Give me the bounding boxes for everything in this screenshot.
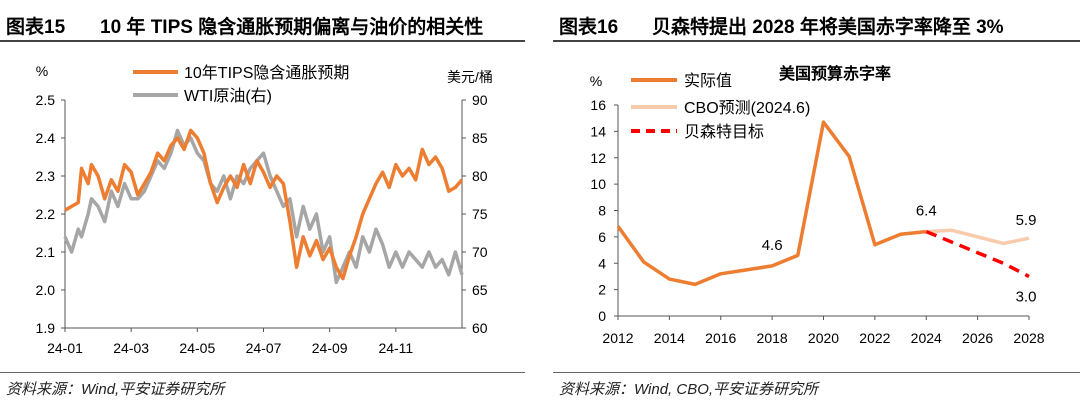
legend-cbo-label: CBO预测(2024.6) xyxy=(684,99,810,117)
chart-header-left: 图表15 10 年 TIPS 隐含通胀预期偏离与油价的相关性 xyxy=(0,4,525,42)
bessent-target-line xyxy=(925,229,1030,278)
y-tick-label: 10 xyxy=(590,176,606,192)
left-y-tick-label: 2.5 xyxy=(36,92,56,108)
data-label: 3.0 xyxy=(1016,288,1037,305)
x-tick-label: 2018 xyxy=(757,330,788,346)
cbo-forecast-line xyxy=(926,228,1030,246)
y-tick-label: 12 xyxy=(590,150,606,166)
x-tick-label: 2012 xyxy=(602,330,633,346)
x-tick-label: 2020 xyxy=(808,330,839,346)
data-label: 5.9 xyxy=(1016,212,1037,229)
x-tick-label: 2014 xyxy=(654,330,685,346)
chart-title-right: 贝森特提出 2028 年将美国赤字率降至 3% xyxy=(652,17,1004,38)
figure-label-right: 图表16 xyxy=(559,17,619,38)
x-tick-label: 24-03 xyxy=(113,340,149,356)
panel-deficit: 图表16 贝森特提出 2028 年将美国赤字率降至 3% 0 2 4 6 8 10 12 14… xyxy=(553,0,1080,409)
deficit-chart-title: 美国预算赤字率 xyxy=(779,64,891,83)
y-tick-label: 16 xyxy=(590,97,606,113)
source-text-left: 资料来源：Wind,平安证券研究所 xyxy=(6,381,225,398)
tips-oil-chart: 1.9 2.0 2.1 2.2 2.3 2.4 2.5 60 65 70 75 80 85 90 24-01… xyxy=(36,63,493,356)
legend-actual-label: 实际值 xyxy=(684,72,732,90)
source-text-right: 资料来源：Wind, CBO,平安证券研究所 xyxy=(559,381,819,398)
y-tick-label: 2 xyxy=(598,282,606,298)
right-y-tick-label: 70 xyxy=(472,244,488,260)
right-y-tick-label: 75 xyxy=(472,206,488,222)
y-tick-label: 14 xyxy=(590,123,606,139)
x-tick-label: 24-01 xyxy=(47,340,83,356)
chart-title-left: 10 年 TIPS 隐含通胀预期偏离与油价的相关性 xyxy=(100,17,484,38)
y-unit: % xyxy=(590,73,602,89)
y-tick-label: 6 xyxy=(598,229,606,245)
wti-series-line xyxy=(63,128,464,285)
x-tick-label: 2028 xyxy=(1013,330,1044,346)
y-tick-label: 4 xyxy=(598,255,606,271)
legend-label-wti: WTI原油(右) xyxy=(184,87,272,105)
source-left: 资料来源：Wind,平安证券研究所 xyxy=(0,372,525,405)
left-y-tick-label: 2.1 xyxy=(36,244,56,260)
legend-label-tips: 10年TIPS隐含通胀预期 xyxy=(184,64,349,82)
right-y-tick-label: 80 xyxy=(472,168,488,184)
left-y-tick-label: 2.2 xyxy=(36,206,56,222)
left-y-tick-label: 2.3 xyxy=(36,168,56,184)
x-tick-label: 2024 xyxy=(911,330,942,346)
chart-header-right: 图表16 贝森特提出 2028 年将美国赤字率降至 3% xyxy=(553,4,1080,42)
right-y-unit: 美元/桶 xyxy=(447,69,493,85)
legend-target-label: 贝森特目标 xyxy=(684,123,764,141)
x-tick-label: 24-05 xyxy=(179,340,215,356)
panel-tips-oil: 图表15 10 年 TIPS 隐含通胀预期偏离与油价的相关性 1.9 2.0 2.1… xyxy=(0,0,525,409)
actual-deficit-line xyxy=(616,120,927,287)
source-right: 资料来源：Wind, CBO,平安证券研究所 xyxy=(553,372,1080,405)
left-y-tick-label: 1.9 xyxy=(36,320,56,336)
tips-series-line xyxy=(64,128,464,281)
data-label: 6.4 xyxy=(916,203,937,220)
y-tick-label: 0 xyxy=(598,308,606,324)
right-y-tick-label: 60 xyxy=(472,320,488,336)
deficit-chart: 0 2 4 6 8 10 12 14 16 2012 2014 2016 2018 2020 2022 202… xyxy=(590,64,1045,346)
y-tick-label: 8 xyxy=(598,203,606,219)
x-tick-label: 2016 xyxy=(705,330,736,346)
right-y-tick-label: 90 xyxy=(472,92,488,108)
data-label: 4.6 xyxy=(762,237,783,254)
x-tick-label: 2022 xyxy=(859,330,890,346)
left-y-tick-label: 2.4 xyxy=(36,130,56,146)
right-y-tick-label: 65 xyxy=(472,282,488,298)
x-tick-label: 24-07 xyxy=(246,340,282,356)
x-tick-label: 24-11 xyxy=(378,340,413,356)
figure-label-left: 图表15 xyxy=(6,17,66,38)
right-y-tick-label: 85 xyxy=(472,130,488,146)
left-y-tick-label: 2.0 xyxy=(36,282,56,298)
left-y-unit: % xyxy=(36,63,48,79)
x-tick-label: 24-09 xyxy=(312,340,348,356)
x-tick-label: 2026 xyxy=(962,330,993,346)
